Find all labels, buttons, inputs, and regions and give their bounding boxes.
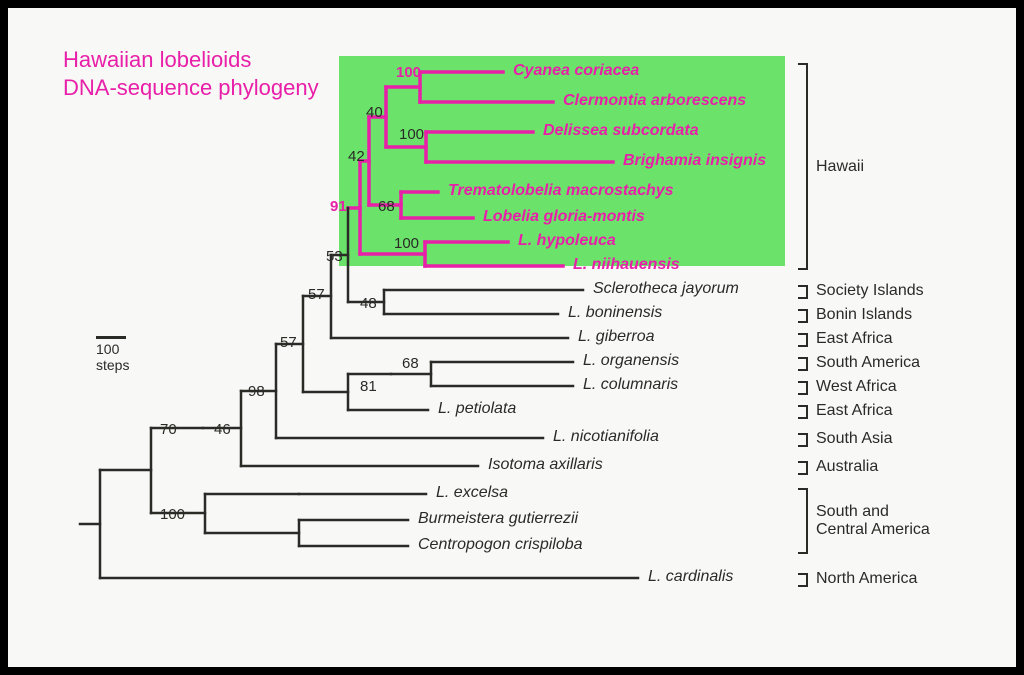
- taxon-label: Trematolobelia macrostachys: [448, 182, 674, 200]
- support-value: 70: [160, 421, 177, 438]
- region-label: North America: [816, 570, 917, 588]
- region-label: East Africa: [816, 330, 892, 348]
- slide-frame: Hawaiian lobelioids DNA-sequence phyloge…: [8, 8, 1016, 667]
- taxon-label: Cyanea coriacea: [513, 62, 639, 80]
- taxon-label: L. organensis: [583, 352, 679, 370]
- support-value: 57: [308, 286, 325, 303]
- region-label: Australia: [816, 458, 878, 476]
- taxon-label: Centropogon crispiloba: [418, 536, 583, 554]
- region-label: Society Islands: [816, 282, 924, 300]
- taxon-label: L. nicotianifolia: [553, 428, 659, 446]
- taxon-label: L. cardinalis: [648, 568, 733, 586]
- region-label: West Africa: [816, 378, 897, 396]
- region-bracket: [798, 381, 808, 395]
- region-label: South andCentral America: [816, 503, 930, 539]
- support-value: 42: [348, 148, 365, 165]
- region-bracket: [798, 63, 808, 270]
- support-value: 68: [402, 355, 419, 372]
- region-bracket: [798, 405, 808, 419]
- taxon-label: Burmeistera gutierrezii: [418, 510, 578, 528]
- support-value: 100: [160, 506, 185, 523]
- taxon-label: Lobelia gloria-montis: [483, 208, 645, 226]
- region-bracket: [798, 433, 808, 447]
- taxon-label: Sclerotheca jayorum: [593, 280, 739, 298]
- region-bracket: [798, 333, 808, 347]
- taxon-label: L. petiolata: [438, 400, 516, 418]
- scale-bar: 100 steps: [96, 336, 126, 373]
- region-bracket: [798, 488, 808, 554]
- taxon-label: Isotoma axillaris: [488, 456, 603, 474]
- region-bracket: [798, 285, 808, 299]
- support-value: 68: [378, 198, 395, 215]
- region-label: South Asia: [816, 430, 893, 448]
- taxon-label: L. niihauensis: [573, 256, 680, 274]
- support-value: 98: [248, 383, 265, 400]
- taxon-label: L. columnaris: [583, 376, 678, 394]
- support-value: 57: [280, 334, 297, 351]
- taxon-label: Brighamia insignis: [623, 152, 766, 170]
- region-label: East Africa: [816, 402, 892, 420]
- support-value: 100: [399, 126, 424, 143]
- region-bracket: [798, 573, 808, 587]
- support-value: 40: [366, 104, 383, 121]
- taxon-label: L. excelsa: [436, 484, 508, 502]
- support-value: 53: [326, 248, 343, 265]
- region-bracket: [798, 357, 808, 371]
- region-label: South America: [816, 354, 920, 372]
- support-value: 48: [360, 295, 377, 312]
- region-bracket: [798, 309, 808, 323]
- support-value: 81: [360, 378, 377, 395]
- support-value: 91: [330, 198, 347, 215]
- taxon-label: L. boninensis: [568, 304, 662, 322]
- taxon-label: L. hypoleuca: [518, 232, 616, 250]
- region-label: Hawaii: [816, 158, 864, 176]
- region-bracket: [798, 461, 808, 475]
- support-value: 100: [396, 64, 421, 81]
- taxon-label: L. giberroa: [578, 328, 655, 346]
- taxon-label: Delissea subcordata: [543, 122, 699, 140]
- region-label: Bonin Islands: [816, 306, 912, 324]
- taxon-label: Clermontia arborescens: [563, 92, 746, 110]
- support-value: 100: [394, 235, 419, 252]
- support-value: 46: [214, 421, 231, 438]
